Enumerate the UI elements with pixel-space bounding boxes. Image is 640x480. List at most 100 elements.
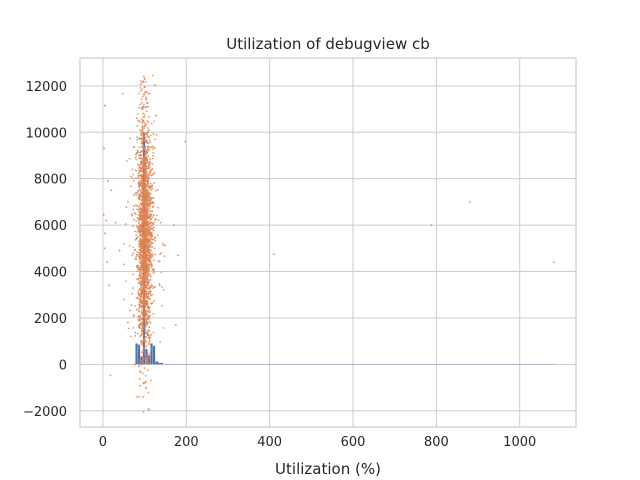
scatter-point bbox=[144, 121, 146, 124]
scatter-point bbox=[138, 253, 140, 256]
scatter-point bbox=[143, 323, 146, 325]
scatter-point bbox=[137, 315, 140, 318]
scatter-point bbox=[161, 242, 164, 245]
scatter-point bbox=[148, 185, 151, 187]
scatter-point bbox=[136, 251, 139, 253]
scatter-point bbox=[138, 252, 141, 254]
scatter-point bbox=[136, 278, 138, 281]
y-tick-label: 8000 bbox=[34, 173, 67, 188]
scatter-point bbox=[145, 272, 148, 275]
scatter-point bbox=[145, 227, 147, 229]
scatter-point bbox=[144, 374, 147, 377]
scatter-point bbox=[143, 225, 146, 228]
scatter-point bbox=[141, 351, 143, 354]
scatter-point bbox=[140, 98, 143, 101]
scatter-point bbox=[143, 212, 146, 215]
scatter-point bbox=[145, 162, 148, 164]
scatter-point bbox=[142, 146, 145, 149]
scatter-point bbox=[149, 275, 152, 278]
scatter-point bbox=[141, 320, 144, 323]
scatter-point bbox=[159, 341, 161, 343]
scatter-point bbox=[142, 75, 145, 78]
scatter-point bbox=[159, 253, 161, 256]
scatter-point bbox=[152, 205, 155, 208]
scatter-point bbox=[143, 337, 146, 340]
scatter-point bbox=[147, 154, 149, 157]
scatter-point bbox=[146, 278, 148, 281]
scatter-point bbox=[147, 246, 150, 249]
scatter-point bbox=[145, 256, 147, 259]
scatter-point bbox=[141, 129, 143, 132]
scatter-point bbox=[145, 191, 148, 194]
scatter-point bbox=[142, 192, 144, 195]
scatter-point bbox=[151, 162, 154, 165]
x-tick-label: 0 bbox=[99, 435, 107, 450]
scatter-point bbox=[149, 263, 151, 266]
scatter-point bbox=[139, 87, 142, 89]
scatter-point bbox=[144, 146, 147, 148]
scatter-point bbox=[141, 343, 143, 346]
scatter-point bbox=[140, 137, 143, 139]
scatter-point bbox=[143, 160, 146, 163]
scatter-point bbox=[140, 181, 143, 184]
scatter-point bbox=[143, 347, 145, 350]
scatter-point bbox=[141, 88, 144, 91]
scatter-point bbox=[145, 323, 148, 325]
scatter-point bbox=[143, 292, 146, 295]
scatter-point bbox=[139, 384, 141, 387]
scatter-point bbox=[136, 138, 139, 141]
scatter-point bbox=[160, 271, 163, 274]
scatter-point bbox=[468, 200, 471, 203]
scatter-point bbox=[137, 180, 140, 183]
scatter-point bbox=[140, 247, 143, 250]
scatter-point bbox=[150, 238, 153, 240]
scatter-point bbox=[129, 309, 132, 312]
scatter-point bbox=[147, 391, 150, 394]
scatter-point bbox=[137, 266, 140, 268]
scatter-point bbox=[153, 146, 156, 149]
scatter-point bbox=[135, 204, 138, 207]
scatter-point bbox=[141, 105, 144, 108]
scatter-point bbox=[143, 93, 145, 96]
scatter-point bbox=[137, 182, 140, 185]
scatter-point bbox=[132, 246, 135, 249]
scatter-point bbox=[144, 140, 147, 142]
scatter-point bbox=[137, 208, 139, 211]
scatter-point bbox=[139, 243, 142, 246]
chart-title: Utilization of debugview cb bbox=[226, 35, 430, 53]
scatter-point bbox=[140, 90, 142, 92]
scatter-point bbox=[139, 358, 142, 361]
scatter-point bbox=[138, 198, 141, 201]
scatter-point bbox=[160, 286, 163, 288]
scatter-point bbox=[129, 185, 132, 188]
scatter-point bbox=[151, 293, 154, 296]
scatter-point bbox=[144, 267, 147, 270]
scatter-point bbox=[103, 147, 106, 150]
scatter-point bbox=[139, 270, 141, 273]
x-tick-labels: 0 200 400 600 800 1000 bbox=[99, 435, 536, 450]
scatter-point bbox=[137, 167, 140, 170]
scatter-point bbox=[161, 304, 163, 307]
scatter-point bbox=[142, 151, 144, 154]
scatter-point bbox=[135, 297, 138, 300]
scatter-point bbox=[131, 168, 134, 171]
scatter-point bbox=[152, 312, 155, 315]
scatter-point bbox=[123, 242, 126, 245]
scatter-point bbox=[140, 251, 143, 254]
scatter-point bbox=[139, 184, 142, 187]
scatter-point bbox=[136, 297, 139, 300]
scatter-point bbox=[140, 191, 143, 194]
scatter-point bbox=[140, 132, 142, 135]
grid bbox=[80, 58, 576, 427]
scatter-point bbox=[142, 349, 144, 352]
scatter-point bbox=[152, 268, 155, 271]
scatter-point bbox=[151, 167, 154, 170]
scatter-point bbox=[109, 374, 112, 377]
scatter-point bbox=[145, 320, 148, 323]
scatter-point bbox=[147, 260, 150, 263]
scatter-point bbox=[143, 236, 145, 239]
scatter-point bbox=[145, 341, 148, 343]
scatter-point bbox=[149, 322, 152, 324]
scatter-point bbox=[144, 319, 147, 322]
scatter-point bbox=[148, 129, 150, 131]
